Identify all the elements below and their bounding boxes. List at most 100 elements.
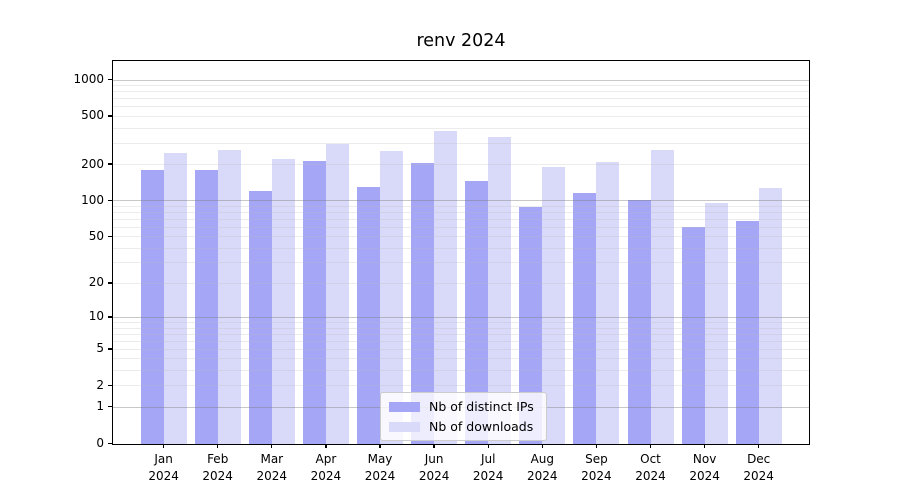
- chart-title: renv 2024: [416, 31, 506, 51]
- bar-distinct-ips: [519, 207, 543, 444]
- x-tick-label: Sep 2024: [564, 451, 628, 484]
- y-tick: [108, 384, 113, 387]
- gridline-minor: [113, 142, 809, 144]
- plot-area: 0 1 2 5 10 20 50 100 200 500 1000 Jan 2024 Feb 2024 Mar…: [73, 60, 810, 483]
- x-tick-label: May 2024: [348, 451, 412, 484]
- y-tick: [108, 348, 113, 350]
- x-tick-label-line: Dec: [747, 452, 771, 466]
- x-tick-label-line: 2024: [527, 468, 558, 483]
- bar-downloads: [163, 153, 187, 444]
- x-tick: [595, 444, 598, 448]
- y-tick: [108, 115, 113, 117]
- bar-distinct-ips: [735, 221, 759, 444]
- y-tick-label: 10: [88, 309, 104, 324]
- x-tick-label-line: Apr: [315, 452, 337, 466]
- y-tick: [108, 282, 113, 284]
- y-tick-label: 5: [96, 341, 104, 356]
- x-tick-label: Mar 2024: [240, 451, 304, 484]
- bar-distinct-ips: [140, 170, 164, 444]
- bar-downloads: [271, 159, 295, 444]
- x-tick: [162, 444, 165, 448]
- x-tick-label: Jul 2024: [456, 451, 520, 484]
- x-tick-label-line: 2024: [202, 468, 233, 483]
- x-tick-label-line: 2024: [256, 468, 288, 483]
- x-tick-label: Dec 2024: [727, 451, 791, 484]
- y-tick-label: 0: [96, 435, 104, 450]
- legend-label-downloads: Nb of downloads: [429, 419, 534, 434]
- bar-distinct-ips: [627, 200, 651, 444]
- bar-downloads: [542, 167, 566, 444]
- bar-distinct-ips: [573, 193, 597, 444]
- y-tick-label: 1000: [73, 72, 104, 87]
- gridline-minor: [113, 91, 809, 93]
- gridline-major: [113, 79, 809, 81]
- y-tick: [108, 316, 113, 318]
- bar-downloads: [596, 161, 620, 444]
- x-tick-label: Aug 2024: [510, 451, 574, 484]
- legend-item-distinct-ips: Nb of distinct IPs: [389, 399, 534, 414]
- y-tick: [108, 199, 113, 201]
- legend-label-distinct-ips: Nb of distinct IPs: [429, 399, 534, 414]
- gridline-minor: [113, 98, 809, 100]
- bar-downloads: [380, 151, 403, 444]
- x-tick: [271, 444, 273, 448]
- y-tick: [108, 163, 113, 165]
- legend-swatch-downloads: [389, 421, 420, 432]
- gridline-minor: [113, 115, 809, 117]
- bar-distinct-ips: [248, 191, 272, 444]
- bar-distinct-ips: [194, 170, 218, 444]
- legend-swatch-distinct-ips: [389, 401, 420, 412]
- x-tick-label-line: 2024: [472, 468, 504, 483]
- x-tick-label-line: Jun: [424, 452, 444, 466]
- y-tick: [108, 235, 113, 237]
- x-tick-label: Apr 2024: [294, 451, 358, 484]
- x-tick-label-line: Sep: [585, 452, 608, 466]
- bar-downloads: [704, 202, 728, 444]
- bar-distinct-ips: [681, 226, 705, 444]
- y-tick-label: 1: [96, 399, 104, 414]
- x-tick-label-line: 2024: [743, 468, 774, 483]
- x-tick-label-line: Nov: [692, 452, 717, 466]
- bar-distinct-ips: [465, 180, 489, 444]
- x-tick-label-line: 2024: [148, 468, 179, 483]
- gridline-minor: [113, 106, 809, 108]
- legend-item-downloads: Nb of downloads: [389, 419, 534, 434]
- legend: Nb of distinct IPs Nb of downloads: [380, 392, 547, 441]
- bar-distinct-ips: [411, 162, 435, 444]
- x-tick: [217, 444, 219, 448]
- x-tick-label-line: 2024: [689, 468, 720, 483]
- x-tick-label-line: 2024: [364, 468, 396, 483]
- x-tick-label: Feb 2024: [186, 451, 250, 484]
- x-tick-label: Jan 2024: [132, 451, 196, 484]
- x-tick: [703, 444, 706, 448]
- y-tick-label: 500: [81, 108, 104, 123]
- x-tick-label: Oct 2024: [619, 451, 683, 484]
- x-tick-label-line: Aug: [530, 452, 555, 466]
- x-tick-label-line: Mar: [260, 452, 284, 466]
- y-tick-label: 2: [96, 377, 104, 392]
- y-tick-label: 50: [88, 228, 104, 243]
- bar-downloads: [650, 150, 674, 444]
- x-tick-label-line: May: [367, 452, 393, 466]
- bar-downloads: [488, 137, 512, 444]
- x-tick-label-line: Jul: [480, 452, 496, 466]
- bar-distinct-ips: [302, 161, 326, 444]
- x-tick: [379, 444, 381, 448]
- bar-downloads: [217, 150, 241, 444]
- gridline-minor: [113, 127, 809, 129]
- bar-downloads: [758, 187, 782, 444]
- x-tick-label-line: 2024: [581, 468, 612, 483]
- x-tick: [758, 444, 760, 448]
- x-tick-label-line: Feb: [207, 452, 229, 466]
- bar-downloads: [325, 143, 349, 444]
- x-tick: [541, 444, 543, 448]
- x-tick-label-line: Jan: [154, 452, 173, 466]
- bar-distinct-ips: [357, 187, 380, 444]
- y-tick-label: 100: [81, 192, 104, 207]
- x-tick: [325, 444, 327, 448]
- x-tick-label-line: 2024: [635, 468, 666, 483]
- x-tick: [433, 444, 435, 448]
- y-tick-label: 200: [81, 156, 104, 171]
- x-tick-label: Nov 2024: [673, 451, 737, 484]
